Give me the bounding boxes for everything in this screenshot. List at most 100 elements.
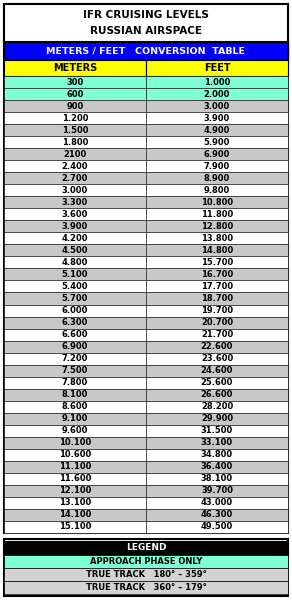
Bar — [146, 497, 288, 509]
Bar — [146, 509, 288, 521]
Bar — [4, 100, 146, 112]
Text: 9.100: 9.100 — [62, 414, 88, 423]
Bar — [146, 401, 288, 413]
Text: 5.900: 5.900 — [204, 137, 230, 146]
Bar — [146, 88, 288, 100]
Text: 12.100: 12.100 — [59, 487, 91, 496]
Text: 4.900: 4.900 — [204, 125, 230, 134]
Text: 3.000: 3.000 — [204, 101, 230, 110]
Bar — [4, 425, 146, 437]
Bar — [146, 305, 288, 317]
Bar — [4, 305, 146, 317]
Bar — [146, 485, 288, 497]
Bar — [4, 389, 146, 401]
Text: 13.100: 13.100 — [59, 499, 91, 508]
Bar — [146, 124, 288, 136]
Text: 38.100: 38.100 — [201, 475, 233, 484]
Text: 2.700: 2.700 — [62, 174, 88, 183]
Bar — [4, 4, 288, 533]
Text: 900: 900 — [66, 101, 84, 110]
Text: 1.500: 1.500 — [62, 125, 88, 134]
Bar — [146, 329, 288, 341]
Bar — [146, 196, 288, 208]
Text: 13.800: 13.800 — [201, 234, 233, 243]
Bar — [146, 461, 288, 473]
Bar — [146, 413, 288, 425]
Text: 7.800: 7.800 — [62, 378, 88, 387]
Bar — [146, 389, 288, 401]
Text: 31.500: 31.500 — [201, 426, 233, 435]
Text: 300: 300 — [66, 77, 84, 86]
Bar — [4, 555, 288, 568]
Text: 8.900: 8.900 — [204, 174, 230, 183]
Text: 5.400: 5.400 — [62, 282, 88, 291]
Text: 10.100: 10.100 — [59, 439, 91, 448]
Bar — [146, 160, 288, 172]
Text: 2100: 2100 — [63, 149, 87, 158]
Bar — [4, 268, 146, 280]
Text: 3.900: 3.900 — [204, 113, 230, 122]
Text: 12.800: 12.800 — [201, 222, 233, 231]
Text: 15.700: 15.700 — [201, 258, 233, 267]
Text: 9.600: 9.600 — [62, 426, 88, 435]
Text: 39.700: 39.700 — [201, 487, 233, 496]
Bar — [146, 425, 288, 437]
Text: 28.200: 28.200 — [201, 402, 233, 411]
Text: 5.100: 5.100 — [62, 270, 88, 279]
Bar — [4, 244, 146, 256]
Text: 36.400: 36.400 — [201, 463, 233, 472]
Text: 6.600: 6.600 — [62, 330, 88, 339]
Text: 34.800: 34.800 — [201, 451, 233, 460]
Text: 11.100: 11.100 — [59, 463, 91, 472]
Bar — [146, 437, 288, 449]
Bar — [4, 521, 146, 533]
Text: 8.600: 8.600 — [62, 402, 88, 411]
Text: 29.900: 29.900 — [201, 414, 233, 423]
Bar — [4, 208, 146, 220]
Text: 21.700: 21.700 — [201, 330, 233, 339]
Bar — [4, 42, 288, 60]
Bar — [146, 112, 288, 124]
Text: 3.600: 3.600 — [62, 210, 88, 219]
Text: 1.000: 1.000 — [204, 77, 230, 86]
Bar — [4, 292, 146, 305]
Bar — [4, 124, 146, 136]
Bar — [146, 317, 288, 329]
Bar — [146, 377, 288, 389]
Text: 15.100: 15.100 — [59, 523, 91, 532]
Text: 5.700: 5.700 — [62, 294, 88, 303]
Text: 10.600: 10.600 — [59, 451, 91, 460]
Text: 19.700: 19.700 — [201, 306, 233, 315]
Bar — [146, 220, 288, 232]
Bar — [146, 268, 288, 280]
Bar — [4, 148, 146, 160]
Text: 9.800: 9.800 — [204, 186, 230, 195]
Text: 1.800: 1.800 — [62, 137, 88, 146]
Text: 2.000: 2.000 — [204, 89, 230, 98]
Text: 4.800: 4.800 — [62, 258, 88, 267]
Bar — [146, 365, 288, 377]
Text: 4.200: 4.200 — [62, 234, 88, 243]
Text: 7.900: 7.900 — [204, 161, 230, 170]
Text: 20.700: 20.700 — [201, 318, 233, 327]
Text: 11.600: 11.600 — [59, 475, 91, 484]
Text: 6.900: 6.900 — [62, 342, 88, 351]
Bar — [146, 136, 288, 148]
Bar — [4, 4, 288, 42]
Text: 43.000: 43.000 — [201, 499, 233, 508]
Text: METERS / FEET   CONVERSION  TABLE: METERS / FEET CONVERSION TABLE — [46, 46, 246, 55]
Bar — [146, 148, 288, 160]
Bar — [4, 136, 146, 148]
Bar — [146, 244, 288, 256]
Text: LEGEND: LEGEND — [126, 544, 166, 553]
Text: 3.000: 3.000 — [62, 186, 88, 195]
Bar — [4, 60, 146, 76]
Text: FEET: FEET — [204, 63, 230, 73]
Text: METERS: METERS — [53, 63, 97, 73]
Text: 17.700: 17.700 — [201, 282, 233, 291]
Bar — [4, 160, 146, 172]
Bar — [146, 341, 288, 353]
Bar — [4, 581, 288, 594]
Bar — [4, 413, 146, 425]
Bar — [146, 184, 288, 196]
